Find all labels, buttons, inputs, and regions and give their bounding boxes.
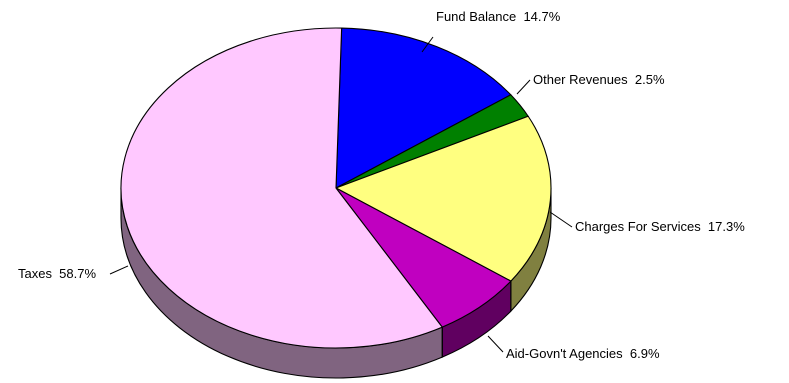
leader-line-fund-balance: [421, 36, 434, 53]
pie-slice-taxes: [120, 27, 444, 349]
leader-line-charges-for-services: [549, 211, 573, 228]
slice-label-charges-for-services: Charges For Services 17.3%: [575, 219, 745, 234]
slice-label-fund-balance: Fund Balance 14.7%: [436, 9, 561, 24]
leader-line-other-revenues: [516, 79, 531, 95]
pie-slice-charges-for-services: [334, 115, 552, 282]
pie-slices: [120, 27, 552, 349]
pie-labels: Fund Balance 14.7% Other Revenues 2.5% Cha…: [18, 9, 745, 361]
pie-slice-fund-balance: [335, 27, 512, 189]
slice-label-other-revenues: Other Revenues 2.5%: [533, 72, 665, 87]
slice-label-aid-govnt-agencies: Aid-Govn't Agencies 6.9%: [506, 346, 660, 361]
leader-line-taxes: [109, 265, 129, 275]
slice-label-taxes: Taxes 58.7%: [18, 266, 96, 281]
leader-line-aid-govnt-agencies: [487, 335, 504, 353]
